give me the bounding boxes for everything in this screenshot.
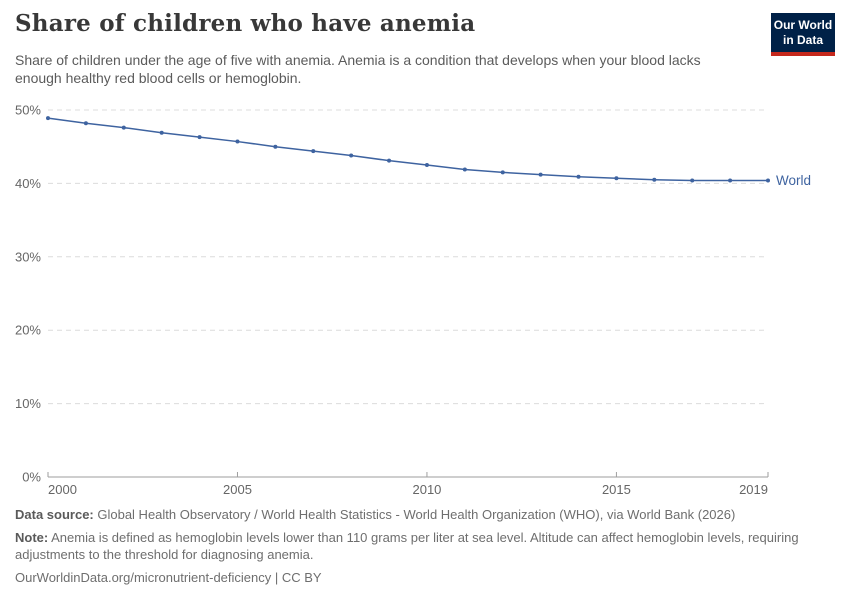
data-point-marker — [538, 172, 543, 177]
chart-subtitle: Share of children under the age of five … — [15, 52, 701, 87]
data-point-marker — [83, 121, 88, 126]
data-point-marker — [690, 178, 695, 183]
data-point-marker — [387, 158, 392, 163]
note-text: Anemia is defined as hemoglobin levels l… — [15, 529, 799, 562]
data-point-marker — [235, 139, 240, 144]
chart-footer: Data source: Global Health Observatory /… — [15, 507, 837, 593]
data-point-marker — [424, 163, 429, 168]
y-tick-label: 40% — [15, 176, 41, 191]
x-tick-label: 2005 — [223, 482, 252, 497]
data-point-marker — [462, 167, 467, 172]
page-title: Share of children who have anemia — [15, 10, 476, 37]
logo-line-2: in Data — [782, 33, 823, 48]
data-source-label: Data source: — [15, 507, 94, 522]
footer-data-source: Data source: Global Health Observatory /… — [15, 507, 837, 524]
data-point-marker — [197, 135, 202, 140]
data-point-marker — [614, 176, 619, 181]
data-source-text: Global Health Observatory / World Health… — [93, 507, 736, 522]
data-point-marker — [576, 174, 581, 179]
y-tick-label: 10% — [15, 396, 41, 411]
series-label-world: World — [776, 173, 811, 188]
owid-logo: Our World in Data — [771, 13, 835, 57]
footer-citation: OurWorldinData.org/micronutrient-deficie… — [15, 569, 322, 585]
data-point-marker — [766, 178, 770, 183]
x-tick-label: 2019 — [739, 482, 768, 497]
y-tick-label: 20% — [15, 323, 41, 338]
data-point-marker — [728, 178, 733, 183]
y-tick-label: 30% — [15, 249, 41, 264]
data-point-marker — [273, 144, 278, 149]
logo-line-1: Our World — [773, 18, 833, 32]
data-point-marker — [652, 177, 657, 182]
y-tick-label: 50% — [15, 103, 41, 118]
x-tick-label: 2015 — [602, 482, 631, 497]
footer-note: Note: Anemia is defined as hemoglobin le… — [15, 530, 837, 564]
data-point-marker — [121, 125, 126, 130]
data-point-marker — [500, 170, 505, 175]
data-point-marker — [311, 149, 316, 154]
y-tick-label: 0% — [22, 470, 41, 485]
x-tick-label: 2010 — [412, 482, 441, 497]
x-tick-label: 2000 — [48, 482, 77, 497]
data-point-marker — [46, 116, 50, 121]
world-series-line — [47, 117, 769, 182]
anemia-line-chart: 0% 10% 20% 30% 40% 50% 2000 2005 2010 2015 2019 Wor… — [15, 103, 811, 498]
data-point-marker — [159, 130, 164, 135]
data-point-marker — [349, 153, 354, 158]
note-label: Note: — [15, 529, 49, 545]
